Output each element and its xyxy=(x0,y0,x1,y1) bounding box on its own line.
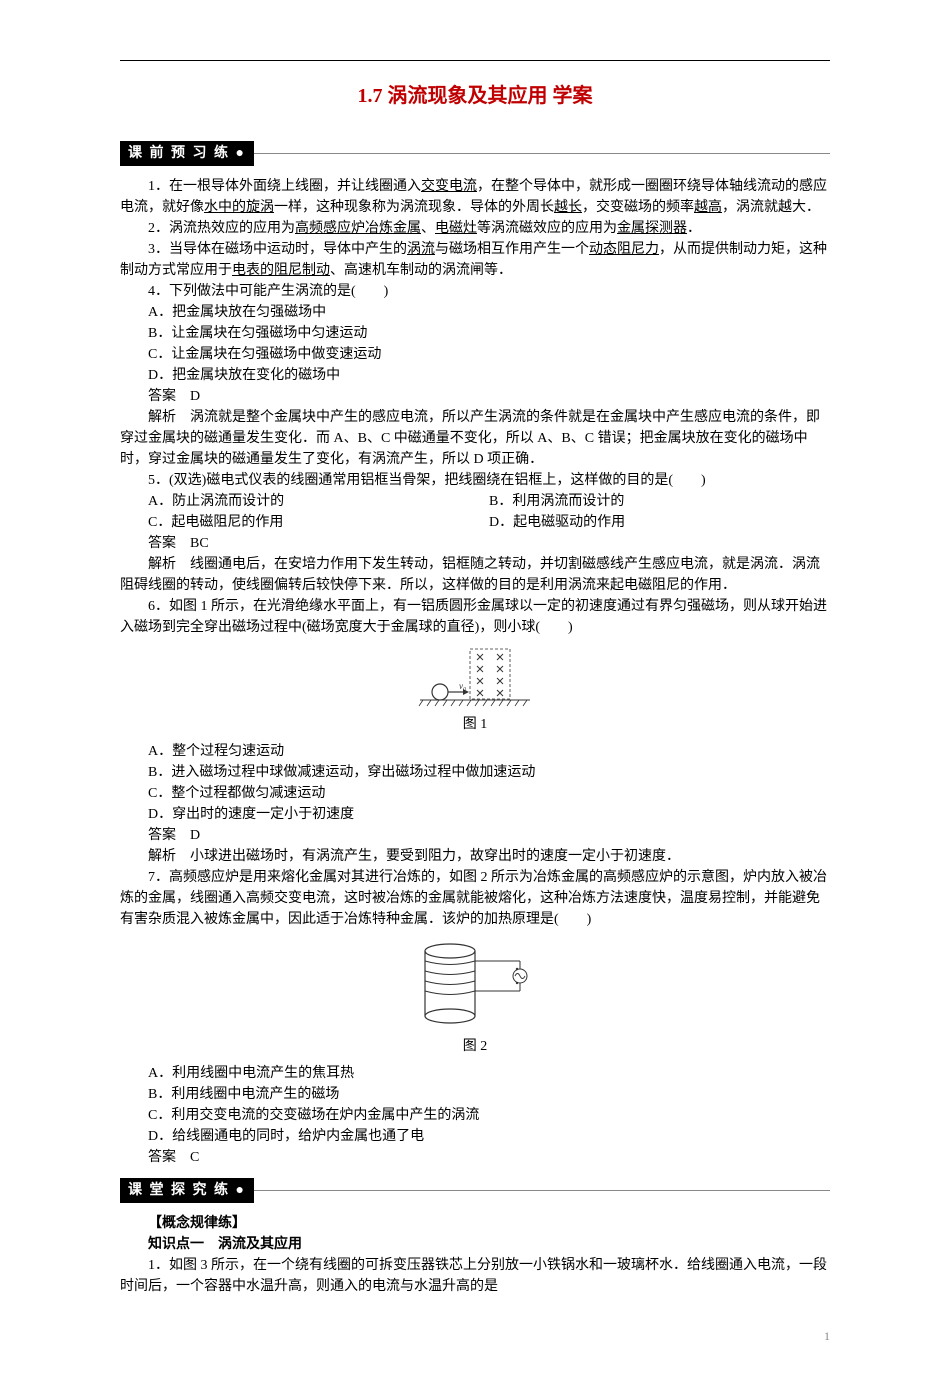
section-label-explore: 课 堂 探 究 练 ● xyxy=(120,1178,254,1203)
svg-text:v₀: v₀ xyxy=(459,681,466,691)
figure-2-svg xyxy=(405,936,545,1036)
q5-optB: B．利用涡流而设计的 xyxy=(489,491,830,512)
q4-optD: D．把金属块放在变化的磁场中 xyxy=(120,365,830,386)
k1-q1-text: 1．如图 3 所示，在一个绕有线圈的可拆变压器铁芯上分别放一小铁锅水和一玻璃杯水… xyxy=(120,1255,830,1297)
q2-text: 2．涡流热效应的应用为高频感应炉冶炼金属、电磁灶等涡流磁效应的应用为金属探测器． xyxy=(120,218,830,239)
concept-section-title: 【概念规律练】 xyxy=(120,1213,830,1234)
q4-optC: C．让金属块在匀强磁场中做变速运动 xyxy=(120,344,830,365)
figure-1-svg: v₀ xyxy=(415,644,535,714)
q5-optC: C．起电磁阻尼的作用 xyxy=(120,512,489,533)
q4-stem: 4．下列做法中可能产生涡流的是( ) xyxy=(120,281,830,302)
q4-optB: B．让金属块在匀强磁场中匀速运动 xyxy=(120,323,830,344)
q5-analysis: 解析 线圈通电后，在安培力作用下发生转动，铝框随之转动，并切割磁感线产生感应电流… xyxy=(120,554,830,596)
section-header-preview: 课 前 预 习 练 ● xyxy=(120,141,830,166)
q5-options-row2: C．起电磁阻尼的作用 D．起电磁驱动的作用 xyxy=(120,512,830,533)
q6-stem: 6．如图 1 所示，在光滑绝缘水平面上，有一铝质圆形金属球以一定的初速度通过有界… xyxy=(120,596,830,638)
q3-text: 3．当导体在磁场中运动时，导体中产生的涡流与磁场相互作用产生一个动态阻尼力，从而… xyxy=(120,239,830,281)
q4-analysis: 解析 涡流就是整个金属块中产生的感应电流，所以产生涡流的条件就是在金属块中产生感… xyxy=(120,407,830,470)
q5-optA: A．防止涡流而设计的 xyxy=(120,491,489,512)
q7-optA: A．利用线圈中电流产生的焦耳热 xyxy=(120,1063,830,1084)
q6-answer: 答案 D xyxy=(120,825,830,846)
figure-1-caption: 图 1 xyxy=(120,714,830,735)
q5-answer: 答案 BC xyxy=(120,533,830,554)
figure-1: v₀ 图 1 xyxy=(120,644,830,735)
q7-optC: C．利用交变电流的交变磁场在炉内金属中产生的涡流 xyxy=(120,1105,830,1126)
page-title: 1.7 涡流现象及其应用 学案 xyxy=(120,81,830,111)
page-number: 1 xyxy=(120,1327,830,1345)
section-label-preview: 课 前 预 习 练 ● xyxy=(120,141,254,166)
section-header-explore: 课 堂 探 究 练 ● xyxy=(120,1178,830,1203)
section-line xyxy=(254,153,830,154)
q1-text: 1．在一根导体外面绕上线圈，并让线圈通入交变电流，在整个导体中，就形成一圈圈环绕… xyxy=(120,176,830,218)
q6-optD: D．穿出时的速度一定小于初速度 xyxy=(120,804,830,825)
q6-optC: C．整个过程都做匀减速运动 xyxy=(120,783,830,804)
figure-2-caption: 图 2 xyxy=(120,1036,830,1057)
q5-stem: 5．(双选)磁电式仪表的线圈通常用铝框当骨架，把线圈绕在铝框上，这样做的目的是(… xyxy=(120,470,830,491)
section-line-2 xyxy=(254,1190,830,1191)
figure-2: 图 2 xyxy=(120,936,830,1057)
q6-optB: B．进入磁场过程中球做减速运动，穿出磁场过程中做加速运动 xyxy=(120,762,830,783)
q4-answer: 答案 D xyxy=(120,386,830,407)
knowledge-1-title: 知识点一 涡流及其应用 xyxy=(120,1234,830,1255)
q7-optB: B．利用线圈中电流产生的磁场 xyxy=(120,1084,830,1105)
q6-analysis: 解析 小球进出磁场时，有涡流产生，要受到阻力，故穿出时的速度一定小于初速度． xyxy=(120,846,830,867)
q7-stem: 7．高频感应炉是用来熔化金属对其进行冶炼的，如图 2 所示为冶炼金属的高频感应炉… xyxy=(120,867,830,930)
q7-answer: 答案 C xyxy=(120,1147,830,1168)
q5-optD: D．起电磁驱动的作用 xyxy=(489,512,830,533)
q5-options-row1: A．防止涡流而设计的 B．利用涡流而设计的 xyxy=(120,491,830,512)
q7-optD: D．给线圈通电的同时，给炉内金属也通了电 xyxy=(120,1126,830,1147)
q4-optA: A．把金属块放在匀强磁场中 xyxy=(120,302,830,323)
q6-optA: A．整个过程匀速运动 xyxy=(120,741,830,762)
